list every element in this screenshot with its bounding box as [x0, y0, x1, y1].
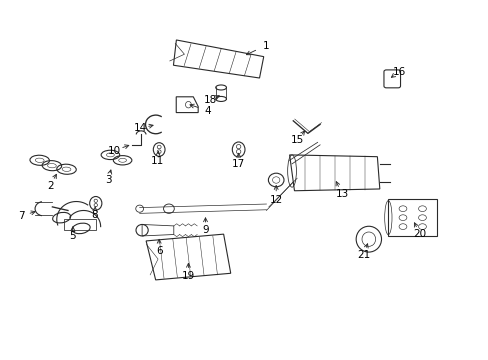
Text: 16: 16	[392, 67, 405, 77]
Text: 21: 21	[356, 250, 369, 260]
Text: 13: 13	[335, 189, 348, 199]
Text: 17: 17	[231, 159, 245, 169]
Text: 6: 6	[156, 246, 162, 256]
Text: 8: 8	[91, 210, 98, 220]
Text: 3: 3	[105, 175, 111, 185]
Text: 1: 1	[262, 41, 268, 50]
Text: 14: 14	[134, 123, 147, 133]
Text: 4: 4	[204, 105, 210, 116]
Text: 7: 7	[19, 211, 25, 221]
Text: 15: 15	[290, 135, 304, 145]
Text: 10: 10	[107, 145, 121, 156]
Text: 12: 12	[269, 194, 282, 204]
Text: 5: 5	[69, 231, 76, 242]
Text: 2: 2	[47, 181, 53, 190]
Text: 19: 19	[182, 271, 195, 281]
Text: 9: 9	[202, 225, 208, 235]
Text: 18: 18	[203, 95, 216, 105]
Text: 20: 20	[413, 229, 426, 239]
Text: 11: 11	[150, 156, 163, 166]
